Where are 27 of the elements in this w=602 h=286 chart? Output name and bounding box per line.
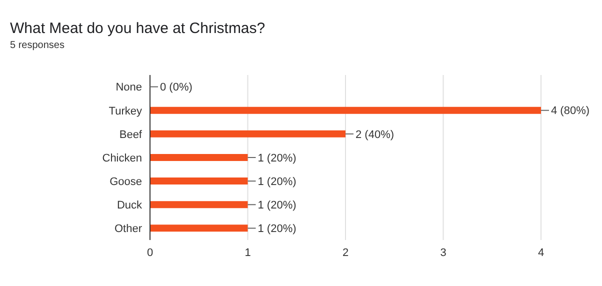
y-tick-label: Duck [116,200,142,212]
y-tick-label: Goose [110,176,142,188]
bar [150,154,248,161]
x-tick-label: 0 [146,246,154,259]
chart-title: What Meat do you have at Christmas? [9,19,266,37]
x-tick-label: 2 [342,246,349,259]
y-tick-label: None [116,82,142,94]
x-tick-label: 3 [440,246,446,259]
bar [150,224,248,232]
data-label: 0 (0%) [160,82,192,94]
bar [150,106,541,114]
data-label: 1 (20%) [258,176,296,188]
bar [150,178,248,185]
data-label: 4 (80%) [551,105,590,118]
y-tick-label: Turkey [108,105,142,118]
x-tick-label: 4 [538,246,544,259]
y-tick-label: Chicken [102,152,142,164]
data-label: 1 (20%) [258,223,296,236]
data-label: 1 (20%) [258,199,296,212]
bar [150,130,346,138]
data-label: 1 (20%) [258,152,296,164]
y-tick-label: Other [114,223,142,236]
x-tick-label: 1 [244,246,251,259]
text: 5 responses [9,39,66,53]
y-tick-label: Beef [119,128,143,141]
data-label: 2 (40%) [356,128,394,141]
bar [150,201,248,208]
